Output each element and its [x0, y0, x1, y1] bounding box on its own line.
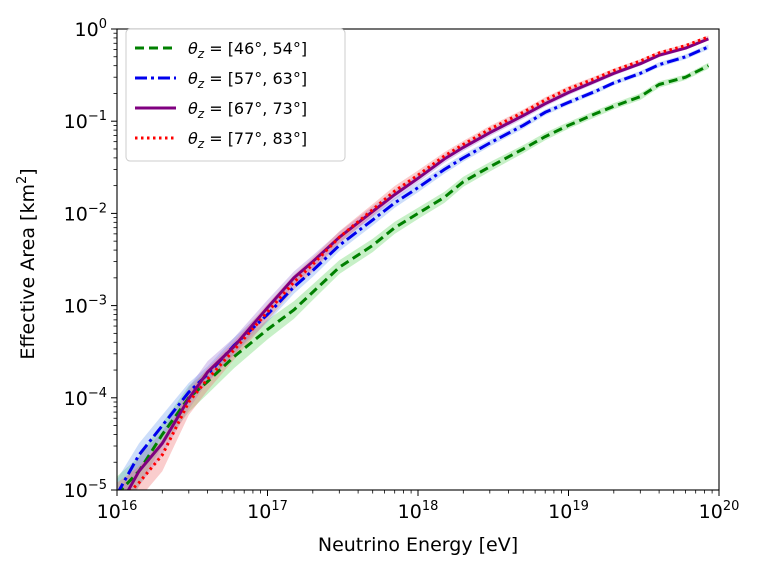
- y-tick-label: 10−5: [64, 478, 107, 502]
- y-tick-label: 10−2: [64, 201, 107, 225]
- y-tick-label: 10−3: [64, 294, 107, 318]
- axis-ticks: [111, 28, 720, 496]
- x-tick-label: 1016: [97, 499, 138, 523]
- y-axis-label-main: Effective Area [km: [17, 184, 39, 360]
- y-tick-label: 10−4: [64, 386, 107, 410]
- legend-label-4: θz = [77°, 83°]: [188, 129, 307, 151]
- legend-label-1: θz = [46°, 54°]: [188, 39, 307, 61]
- line-series-2: [117, 45, 709, 490]
- x-axis-label: Neutrino Energy [eV]: [318, 534, 518, 556]
- line-series-4: [129, 35, 709, 490]
- x-tick-label: 1019: [548, 499, 589, 523]
- y-axis-label-sup: 2: [15, 176, 30, 184]
- line-series-1: [118, 64, 710, 490]
- x-tick-label: 1020: [699, 499, 740, 523]
- legend-box: [125, 28, 346, 162]
- y-tick-label: 100: [75, 17, 107, 41]
- y-tick-label: 10−1: [64, 109, 107, 133]
- y-axis-label: Effective Area [km2]: [15, 168, 39, 359]
- x-tick-label: 1017: [247, 499, 288, 523]
- legend-label-2: θz = [57°, 63°]: [188, 69, 307, 91]
- axis-tick-labels: 1016 1017 1018 1019 1020 10−5 10−4 10−3 10−2 10−1…: [64, 17, 740, 523]
- y-axis-label-end: ]: [17, 168, 39, 175]
- line-series-3: [126, 37, 709, 490]
- legend-items: θz = [46°, 54°] θz = [57°, 63°] θz = [67°,…: [135, 39, 307, 151]
- legend: θz = [46°, 54°] θz = [57°, 63°] θz = [67°,…: [125, 28, 346, 162]
- x-tick-label: 1018: [398, 499, 439, 523]
- series-lines: [117, 35, 710, 490]
- legend-label-3: θz = [67°, 73°]: [188, 99, 307, 121]
